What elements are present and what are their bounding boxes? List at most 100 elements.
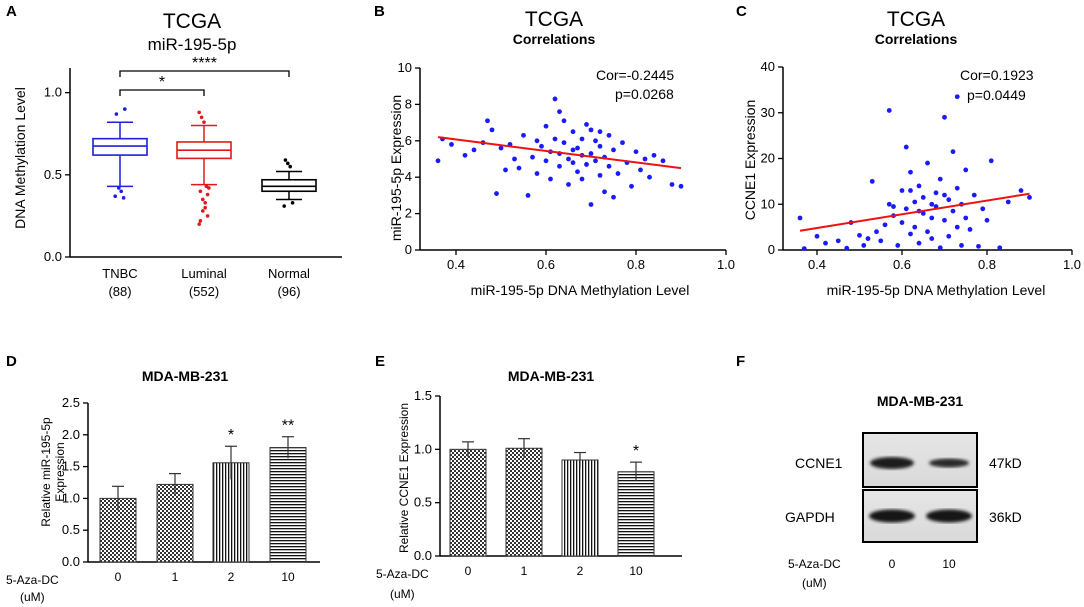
bar-y-tick-label: 0.0 [62, 554, 80, 569]
scatter-y-tick-label: 10 [761, 196, 775, 211]
bar-0: 0 [449, 441, 487, 578]
scatter-point [903, 144, 909, 150]
panel-c-ylabel: CCNE1 Expression [742, 100, 758, 221]
bar-y-tick-label: 0.5 [414, 495, 432, 510]
panel-a-title: TCGA [163, 10, 221, 33]
panel-e-unit-label: (uM) [390, 587, 415, 601]
panel-label-f: F [736, 353, 745, 370]
panel-e-bars: 0 1 2 * 10 [449, 438, 655, 578]
panel-d-ylabel-line1: Relative miR-195-5p [39, 417, 53, 527]
panel-label-b: B [374, 3, 385, 20]
scatter-point [620, 140, 625, 146]
panel-a-outlier [203, 200, 207, 205]
bar-y-tick-label: 2.5 [62, 395, 80, 410]
scatter-point [1027, 194, 1032, 200]
bar-rect [505, 447, 543, 557]
scatter-point [606, 163, 612, 169]
bar-rect [269, 447, 307, 563]
panel-label-e: E [375, 353, 385, 370]
panel-a-subtitle: miR-195-5p [148, 35, 237, 54]
panel-a-box-body [261, 178, 317, 193]
panel-b: TCGA Correlations miR-195-5p Expression … [388, 8, 735, 298]
scatter-point [588, 202, 594, 207]
scatter-point [920, 194, 926, 200]
scatter-point [597, 172, 603, 178]
blot-unit-label: (uM) [802, 576, 827, 590]
scatter-point [908, 169, 913, 175]
scatter-x-tick-label: 0.6 [893, 257, 911, 272]
panel-a-box-normal [261, 158, 317, 208]
scatter-point [899, 220, 905, 225]
scatter-point [980, 206, 986, 212]
blot-size-gapdh: 36kD [989, 509, 1022, 525]
panel-a-y-tick-label: 0.5 [44, 167, 62, 182]
bar-y-tick-label: 0.5 [62, 522, 80, 537]
panel-a-outlier [201, 209, 205, 213]
scatter-y-tick-label: 0 [405, 242, 412, 257]
scatter-point [925, 229, 930, 235]
panel-a-outlier [283, 158, 288, 162]
scatter-point [512, 156, 517, 162]
blot-size-ccne1: 47kD [989, 455, 1022, 471]
scatter-point [552, 96, 558, 102]
blot-protein-ccne1: CCNE1 [795, 455, 843, 471]
scatter-point [570, 129, 576, 135]
scatter-point [521, 132, 526, 138]
scatter-point [920, 211, 926, 216]
panel-c-annotation-p: p=0.0449 [967, 87, 1026, 103]
panel-b-annotation-cor: Cor=-0.2445 [596, 67, 674, 83]
scatter-point [543, 123, 549, 129]
panel-a-outlier [288, 164, 293, 169]
bar-y-tick-label: 1.0 [414, 441, 432, 456]
scatter-point [814, 233, 820, 239]
scatter-point [503, 167, 508, 173]
panel-a-bracket-line [119, 70, 290, 77]
panel-a-outlier [286, 161, 290, 166]
panel-a-outlier [117, 186, 121, 190]
scatter-x-tick-label: 1.0 [717, 257, 735, 272]
bar-2: 2 [561, 451, 599, 578]
scatter-point [566, 182, 571, 187]
scatter-point [633, 149, 639, 155]
panel-a-outlier [198, 189, 203, 194]
regression-line [437, 136, 682, 170]
panel-d-bars: 0 1 *2 **10 [99, 418, 307, 584]
panel-a-ylabel: DNA Methylation Level [12, 87, 28, 229]
bar-category-label: 1 [172, 570, 179, 584]
scatter-point [449, 142, 454, 147]
scatter-point [959, 243, 964, 248]
panel-a-sig-bracket: **** [119, 55, 290, 77]
scatter-point [929, 201, 935, 207]
bar-sig-label: * [633, 443, 639, 460]
scatter-point [579, 176, 585, 182]
panel-b-xlabel: miR-195-5p DNA Methylation Level [471, 282, 690, 298]
bar-2: *2 [212, 427, 250, 584]
panel-c-annotation-cor: Cor=0.1923 [960, 67, 1034, 83]
scatter-point [611, 147, 616, 153]
scatter-point [606, 132, 612, 138]
panel-a-bracket-line [119, 89, 205, 96]
panel-label-c: C [736, 3, 747, 20]
panel-c-xlabel: miR-195-5p DNA Methylation Level [827, 282, 1046, 298]
scatter-point [899, 188, 905, 193]
scatter-point [823, 240, 828, 246]
scatter-point [552, 136, 558, 142]
panel-c-axes: 0 10 20 30 40 0.4 0.6 0.8 1.0 [761, 59, 1082, 272]
scatter-point [954, 185, 960, 191]
bar-y-tick-label: 1.5 [414, 388, 432, 403]
scatter-point [937, 245, 943, 251]
panel-a-outlier [121, 196, 126, 200]
scatter-point [462, 152, 468, 158]
bar-0: 0 [99, 485, 137, 584]
panel-a-outlier [282, 204, 287, 208]
scatter-point [882, 222, 888, 228]
scatter-point [925, 160, 930, 166]
scatter-point [801, 246, 807, 252]
bar-y-tick-label: 0.0 [414, 548, 432, 563]
panel-e-treatment-label: 5-Aza-DC [376, 567, 429, 581]
bar-10: ** 10 [269, 418, 307, 584]
blot-band-gapdh-10 [926, 509, 972, 523]
scatter-point [651, 152, 657, 158]
scatter-point [963, 167, 969, 173]
scatter-point [878, 238, 884, 244]
